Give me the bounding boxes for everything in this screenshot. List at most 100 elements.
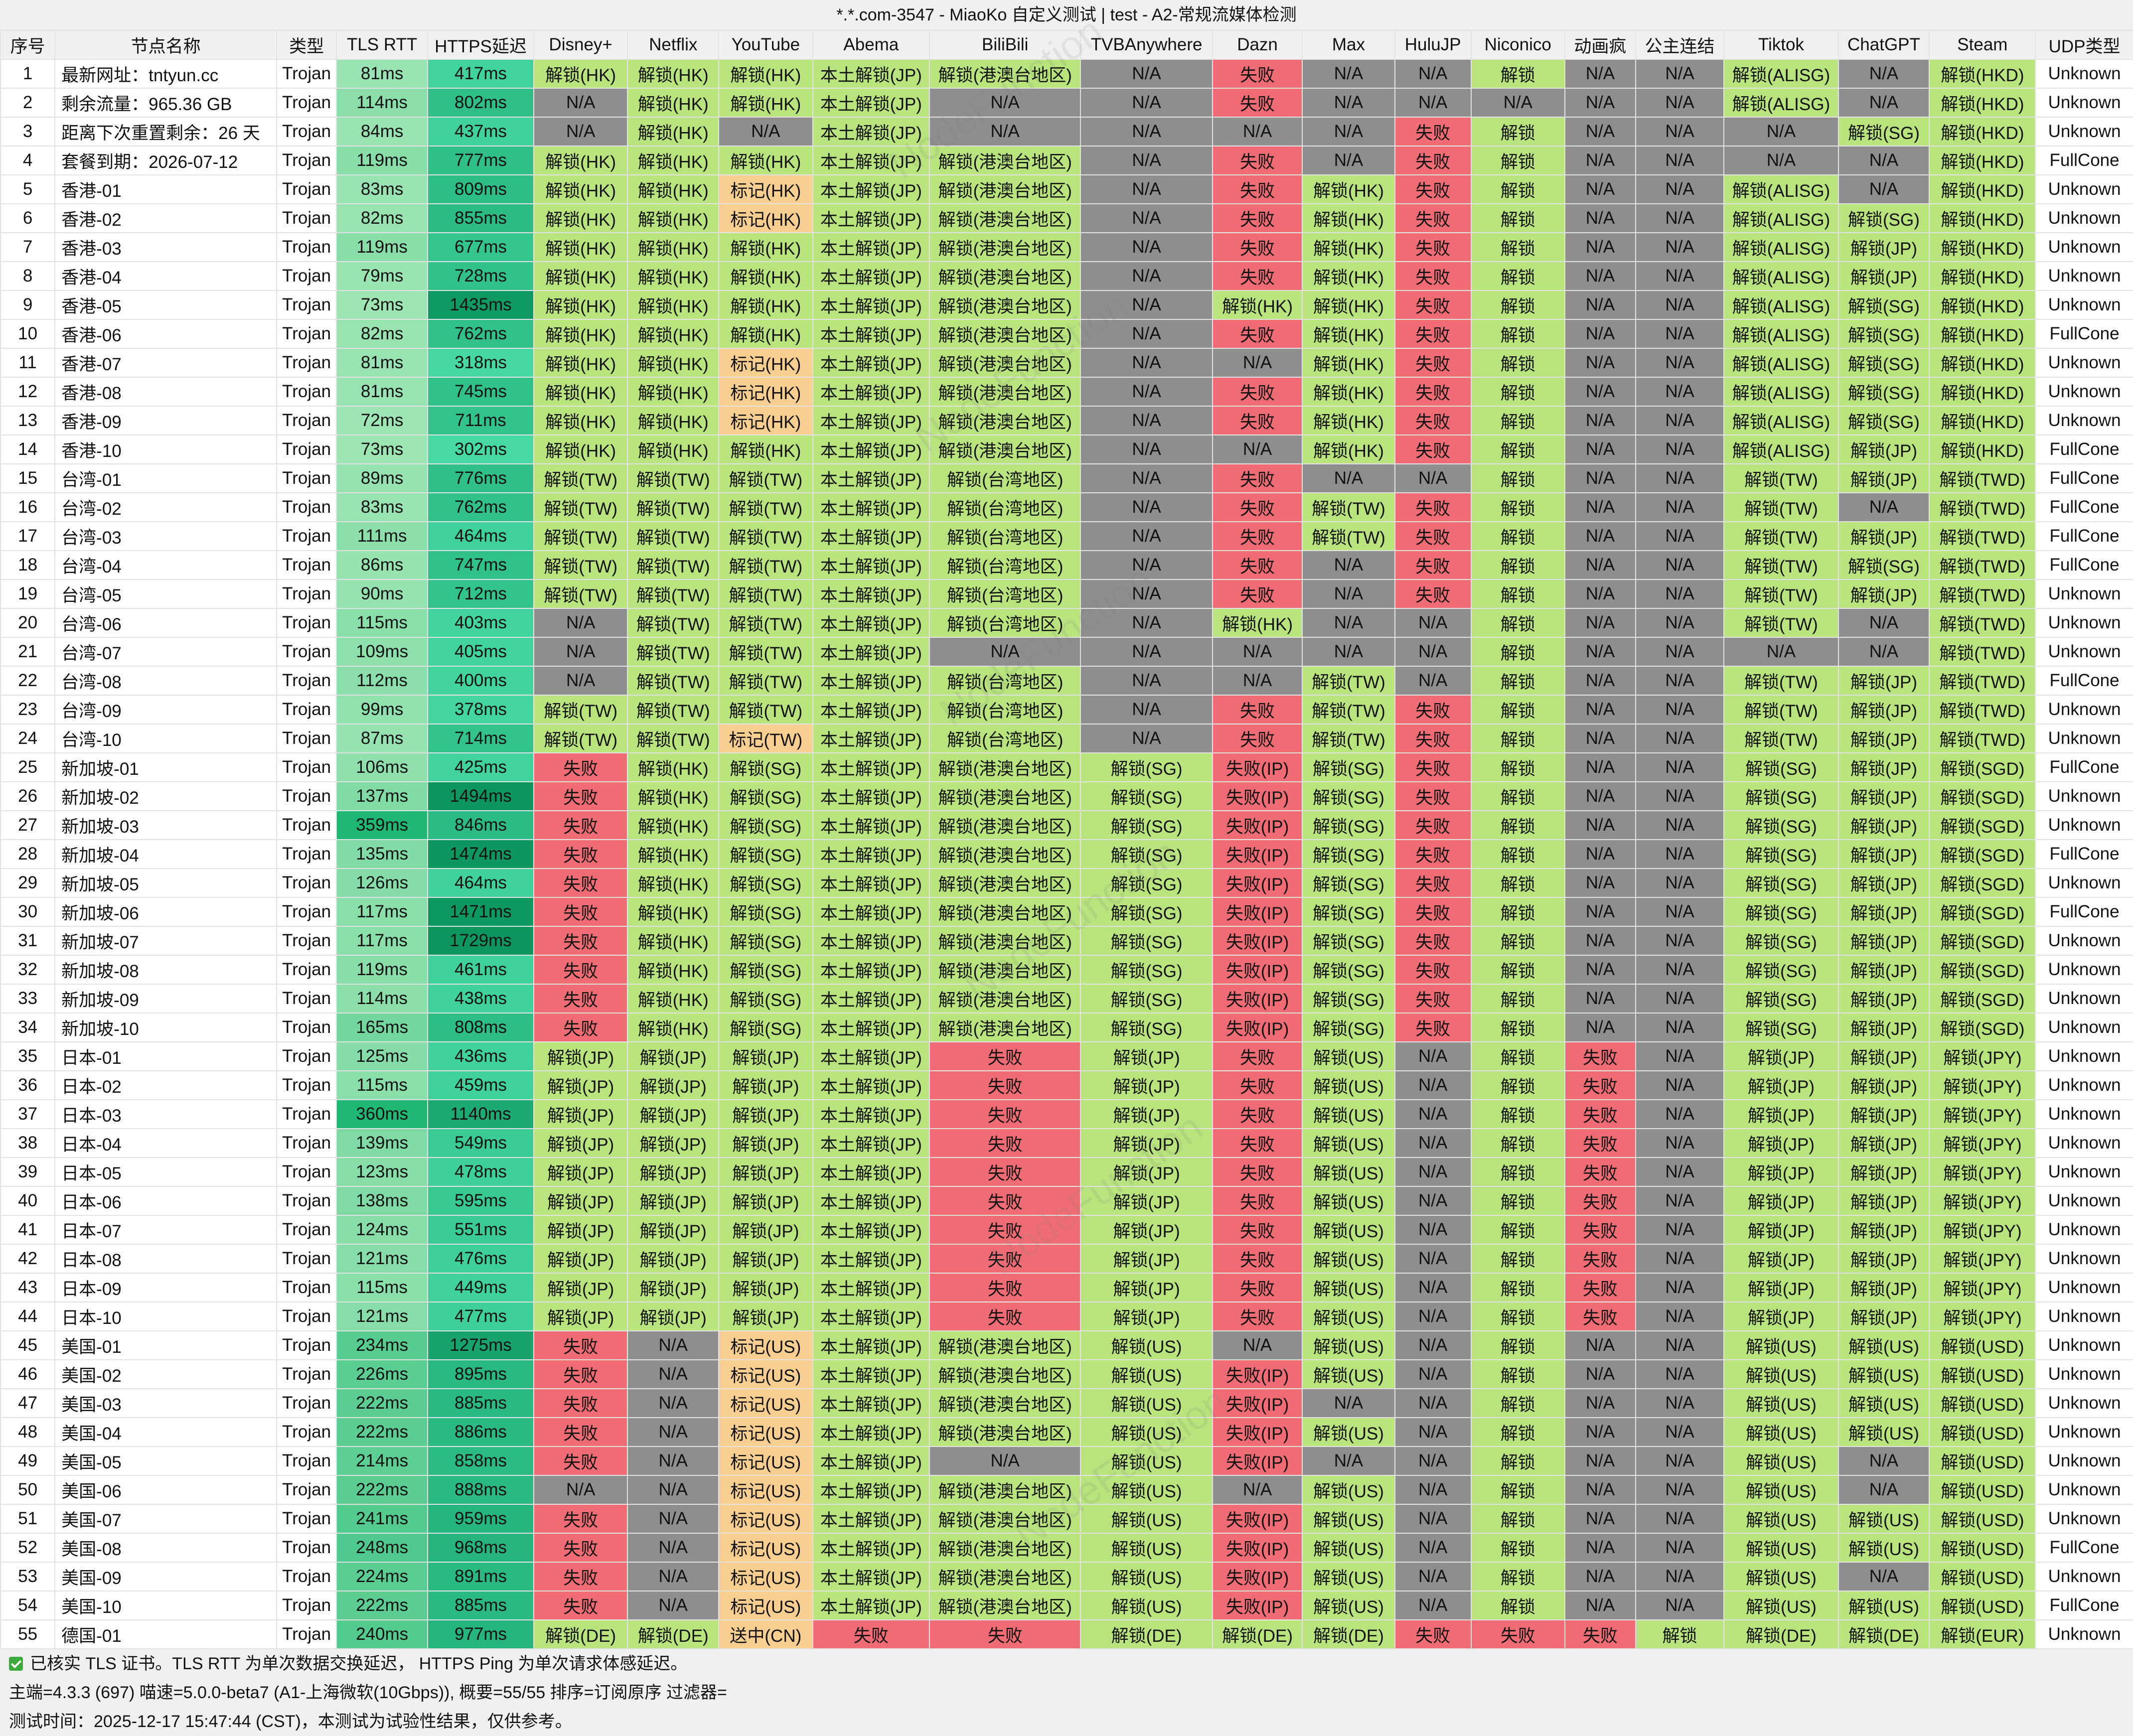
cell: Trojan [276, 203, 337, 233]
cell: N/A [1302, 1446, 1395, 1476]
cell: 1140ms [427, 1099, 534, 1129]
cell: 本土解锁(JP) [812, 810, 930, 840]
cell: FullCone [2035, 550, 2133, 580]
cell: 解锁 [1470, 1417, 1565, 1447]
cell: 1275ms [427, 1330, 534, 1360]
cell: 解锁(TW) [627, 723, 720, 753]
cell: 38 [0, 1128, 56, 1158]
cell: 81ms [336, 59, 429, 89]
cell: 解锁(JPY) [1929, 1302, 2036, 1331]
cell: 123ms [336, 1157, 429, 1187]
cell: N/A [1635, 1591, 1725, 1620]
cell: Unknown [2035, 1244, 2133, 1274]
cell: FullCone [2035, 666, 2133, 696]
cell: 解锁(HK) [533, 232, 628, 262]
cell: 本土解锁(JP) [812, 752, 930, 782]
cell: 解锁(港澳台地区) [929, 1388, 1081, 1418]
cell: 解锁(港澳台地区) [929, 59, 1081, 89]
cell: 解锁(SG) [1080, 868, 1213, 898]
cell: 失败 [1394, 723, 1472, 753]
table-row: 1 最新网址：tntyun.cc Trojan 81ms 417ms 解锁(HK) 解锁(H… [0, 59, 2133, 89]
cell: 226ms [336, 1359, 429, 1389]
cell: 美国-03 [54, 1388, 278, 1418]
cell: 解锁(JP) [1837, 1070, 1930, 1100]
cell: 失败 [533, 955, 628, 985]
cell: 解锁(USD) [1929, 1591, 2036, 1620]
footer-time: 测试时间：2025-12-17 15:47:44 (CST)，本测试为试验性结果… [0, 1707, 2133, 1736]
cell: 新加坡-01 [54, 752, 278, 782]
cell: 359ms [336, 810, 429, 840]
cell: 26 [0, 781, 56, 811]
cell: 解锁(JP) [627, 1186, 720, 1216]
cell: 115ms [336, 1273, 429, 1302]
cell: 标记(HK) [718, 348, 813, 378]
cell: 解锁(HK) [627, 261, 720, 291]
cell: N/A [1080, 319, 1213, 349]
cell: Unknown [2035, 88, 2133, 118]
cell: 失败(IP) [1212, 868, 1303, 898]
cell: 解锁(HKD) [1929, 261, 2036, 291]
cell: 解锁(US) [1080, 1388, 1213, 1418]
cell: N/A [1635, 1041, 1725, 1071]
cell: N/A [1302, 550, 1395, 580]
cell: N/A [1080, 579, 1213, 609]
cell: 10 [0, 319, 56, 349]
cell: 本土解锁(JP) [812, 550, 930, 580]
cell: 解锁(SG) [1302, 781, 1395, 811]
cell: 712ms [427, 579, 534, 609]
cell: N/A [1564, 955, 1636, 985]
cell: 失败 [1564, 1099, 1636, 1129]
cell: 44 [0, 1302, 56, 1331]
cell: 46 [0, 1359, 56, 1389]
cell: 失败 [1212, 695, 1303, 724]
cell: 解锁(USD) [1929, 1562, 2036, 1591]
cell: 240ms [336, 1619, 429, 1649]
cell: 失败 [1394, 290, 1472, 320]
cell: 解锁(港澳台地区) [929, 203, 1081, 233]
cell: 137ms [336, 781, 429, 811]
cell: 解锁(TW) [627, 695, 720, 724]
cell: 1 [0, 59, 56, 89]
cell: 标记(US) [718, 1417, 813, 1447]
cell: 54 [0, 1591, 56, 1620]
cell: 19 [0, 579, 56, 609]
cell: 84ms [336, 117, 429, 146]
cell: N/A [1080, 261, 1213, 291]
cell: N/A [1394, 1128, 1472, 1158]
cell: N/A [1635, 550, 1725, 580]
cell: 解锁(港澳台地区) [929, 348, 1081, 378]
cell: 解锁(台湾地区) [929, 463, 1081, 493]
cell: 解锁(JP) [1723, 1099, 1839, 1129]
cell: 新加坡-05 [54, 868, 278, 898]
cell: 香港-05 [54, 290, 278, 320]
cell: 失败 [929, 1070, 1081, 1100]
cell: N/A [1635, 203, 1725, 233]
cell: 解锁(SG) [1080, 839, 1213, 869]
cell: 标记(US) [718, 1591, 813, 1620]
cell: N/A [1394, 1388, 1472, 1418]
cell: N/A [1564, 1475, 1636, 1505]
cell: N/A [1564, 492, 1636, 522]
cell: 本土解锁(JP) [812, 406, 930, 435]
cell: 本土解锁(JP) [812, 348, 930, 378]
cell: 165ms [336, 1013, 429, 1042]
cell: 解锁(US) [1302, 1359, 1395, 1389]
cell: 解锁(港澳台地区) [929, 1013, 1081, 1042]
cell: Trojan [276, 550, 337, 580]
cell: N/A [1635, 319, 1725, 349]
cell: N/A [1080, 550, 1213, 580]
cell: 解锁(TW) [1723, 666, 1839, 696]
table-row: 12 香港-08 Trojan 81ms 745ms 解锁(HK) 解锁(HK) 标记(HK)… [0, 377, 2133, 407]
cell: N/A [1564, 839, 1636, 869]
cell: 本土解锁(JP) [812, 1475, 930, 1505]
cell: 解锁(US) [1302, 1186, 1395, 1216]
cell: 解锁(JP) [1837, 1273, 1930, 1302]
cell: 2 [0, 88, 56, 118]
cell: 失败 [1212, 723, 1303, 753]
cell: N/A [1394, 1562, 1472, 1591]
column-header: Dazn [1212, 30, 1303, 60]
cell: 解锁(JP) [1837, 1157, 1930, 1187]
cell: 失败 [1564, 1619, 1636, 1649]
cell: 121ms [336, 1244, 429, 1274]
cell: 解锁 [1470, 59, 1565, 89]
